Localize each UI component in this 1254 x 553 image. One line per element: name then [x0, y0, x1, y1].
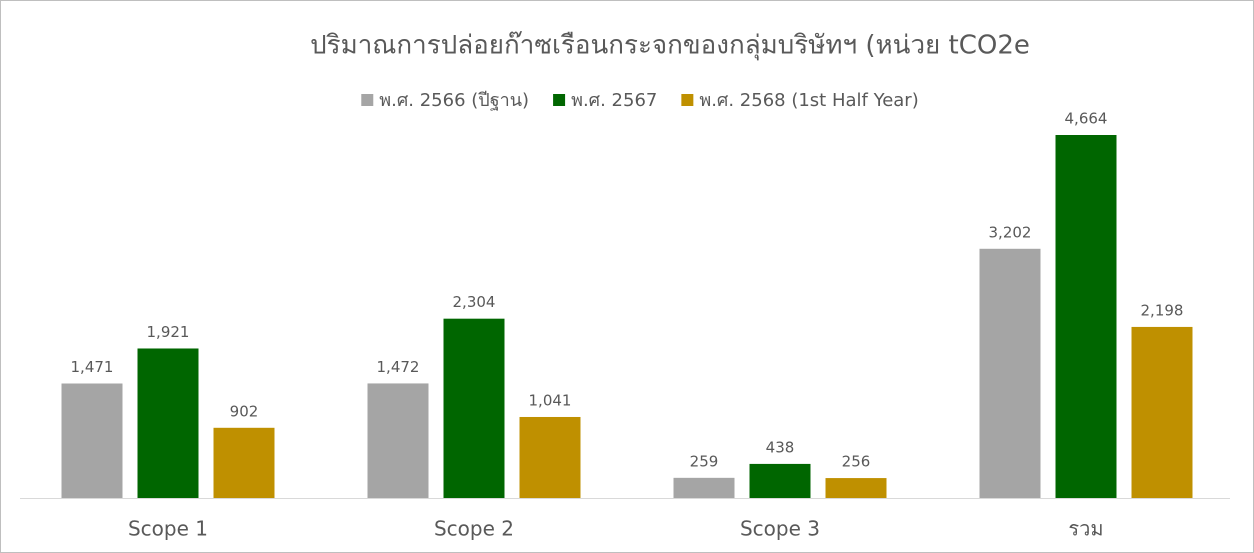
x-tick-label: Scope 2	[434, 517, 514, 541]
data-label: 3,202	[989, 223, 1032, 241]
x-tick-label: Scope 3	[740, 517, 820, 541]
data-label: 4,664	[1065, 110, 1108, 128]
bar	[673, 477, 735, 498]
bar	[1055, 135, 1117, 498]
data-label: 2,198	[1141, 301, 1184, 319]
bar	[749, 463, 811, 498]
bar	[443, 318, 505, 498]
data-label: 1,921	[147, 323, 190, 341]
data-label: 1,041	[529, 391, 572, 409]
data-label: 1,471	[71, 358, 114, 376]
data-label: 902	[230, 402, 259, 420]
data-label: 1,472	[377, 358, 420, 376]
data-label: 256	[842, 453, 871, 471]
bar	[213, 427, 275, 498]
legend-label: พ.ศ. 2567	[571, 90, 657, 111]
chart-title: ปริมาณการปล่อยก๊าซเรือนกระจกของกลุ่มบริษ…	[310, 31, 1030, 61]
legend-swatch	[361, 94, 374, 106]
legend-swatch	[553, 94, 566, 106]
bar	[979, 248, 1041, 498]
legend-label: พ.ศ. 2566 (ปีฐาน)	[379, 90, 529, 111]
bar	[1131, 326, 1193, 498]
x-tick-label: Scope 1	[128, 517, 208, 541]
bar	[137, 348, 199, 498]
bar	[61, 383, 123, 498]
bar	[825, 478, 887, 498]
data-label: 438	[766, 438, 795, 456]
bar	[519, 416, 581, 498]
legend-label: พ.ศ. 2568 (1st Half Year)	[699, 90, 918, 111]
data-label: 2,304	[453, 293, 496, 311]
data-label: 259	[690, 452, 719, 470]
bar	[367, 383, 429, 498]
legend-swatch	[681, 94, 694, 106]
x-tick-label: รวม	[1068, 517, 1103, 541]
